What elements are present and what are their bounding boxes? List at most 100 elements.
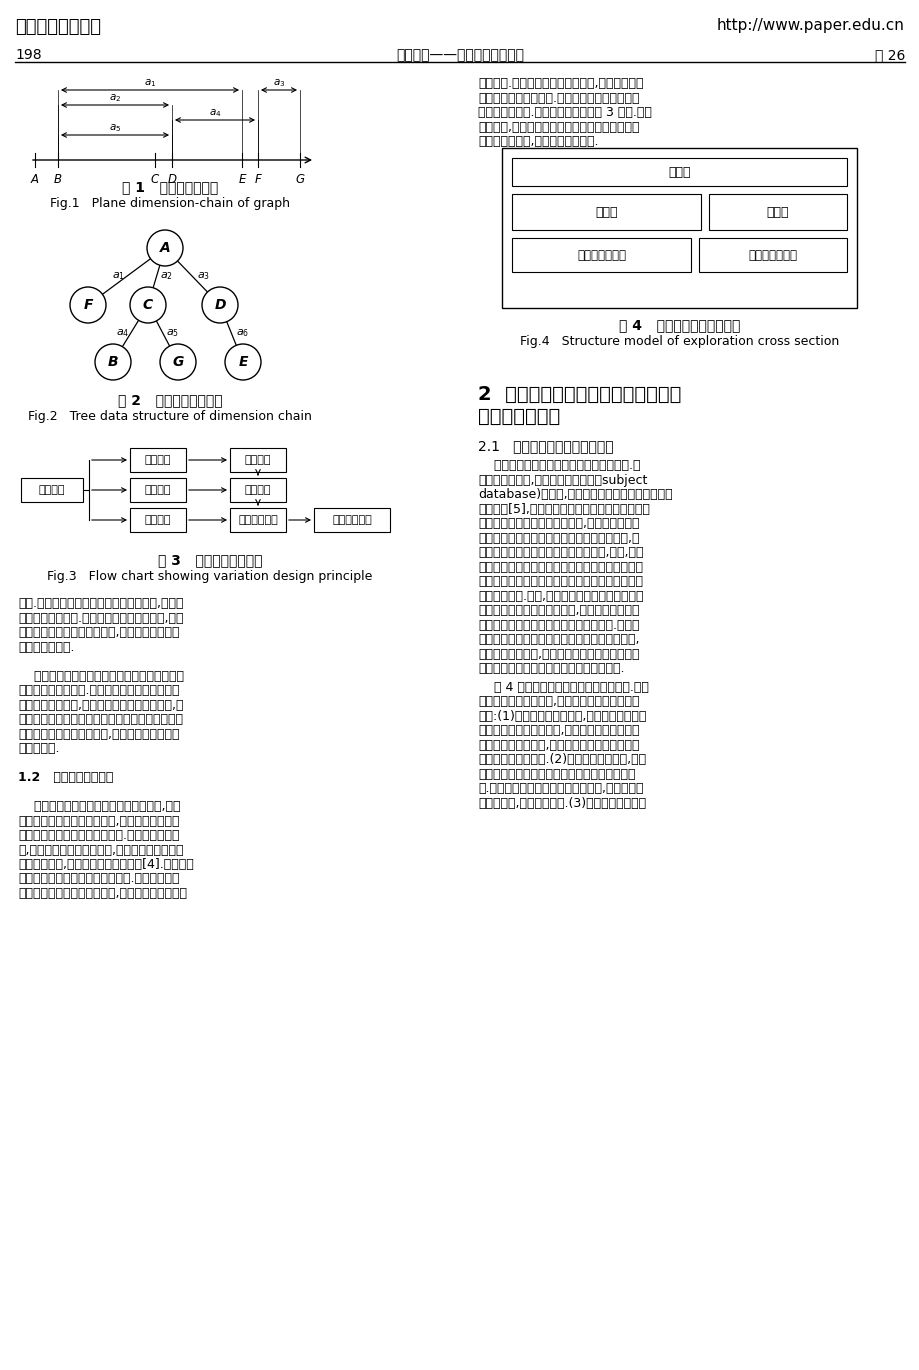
Text: 工程约束: 工程约束 bbox=[244, 455, 271, 464]
Text: 的所有结点都作出相应的改变,从而自动完成整个: 的所有结点都作出相应的改变,从而自动完成整个 bbox=[18, 626, 179, 638]
Text: 图名区: 图名区 bbox=[667, 166, 690, 178]
Text: 几何元素: 几何元素 bbox=[144, 455, 171, 464]
Text: 或相对位置关系.变量设计的原理如图 3 所示.从理: 或相对位置关系.变量设计的原理如图 3 所示.从理 bbox=[478, 105, 652, 119]
Text: 式都有所差别.因此,对图件编绘系统在全局图件模: 式都有所差别.因此,对图件编绘系统在全局图件模 bbox=[478, 589, 642, 603]
Bar bbox=[512, 238, 690, 273]
Text: $a_3$: $a_3$ bbox=[273, 77, 285, 89]
Text: A: A bbox=[31, 173, 39, 186]
Text: F: F bbox=[255, 173, 261, 186]
Text: E: E bbox=[238, 355, 247, 369]
Bar bbox=[698, 238, 846, 273]
Text: 论角度看,变量设计系统比尺寸驱动系统或传统的: 论角度看,变量设计系统比尺寸驱动系统或传统的 bbox=[478, 121, 639, 133]
Text: $a_4$: $a_4$ bbox=[117, 327, 130, 340]
Text: 地球科学——中国地质大学学报: 地球科学——中国地质大学学报 bbox=[395, 48, 524, 62]
Bar bbox=[230, 478, 286, 501]
Text: 法的两个重要概念是约束和自由度.约束是对几何: 法的两个重要概念是约束和自由度.约束是对几何 bbox=[18, 873, 179, 885]
Text: 建模系统更灵活,更适合于概念设计.: 建模系统更灵活,更适合于概念设计. bbox=[478, 136, 598, 148]
Text: $a_2$: $a_2$ bbox=[108, 92, 121, 104]
Text: $a_5$: $a_5$ bbox=[108, 122, 121, 134]
Text: $a_1$: $a_1$ bbox=[112, 271, 125, 282]
Text: F: F bbox=[83, 299, 93, 312]
Text: 标准来规范化图件各要素的绘制,但是目前还没有: 标准来规范化图件各要素的绘制,但是目前还没有 bbox=[478, 516, 639, 530]
Text: B: B bbox=[54, 173, 62, 186]
Bar bbox=[512, 158, 846, 186]
Text: 第 26: 第 26 bbox=[874, 48, 904, 62]
Text: B: B bbox=[108, 355, 119, 369]
Text: 图 4   勘探剖面图的结构模型: 图 4 勘探剖面图的结构模型 bbox=[618, 318, 740, 332]
Text: 功能:(1)在图形的几何约束下,能保证各绘图区的: 功能:(1)在图形的几何约束下,能保证各绘图区的 bbox=[478, 710, 646, 722]
Text: 国家和部门的统一标准来约束图件格式标准化,这: 国家和部门的统一标准来约束图件格式标准化,这 bbox=[478, 532, 639, 544]
Text: D: D bbox=[167, 173, 176, 186]
Text: 图 1   图形水平尺寸链: 图 1 图形水平尺寸链 bbox=[121, 179, 218, 195]
Text: 机械制图中尺寸驱动是指通过改变图上的尺寸标注: 机械制图中尺寸驱动是指通过改变图上的尺寸标注 bbox=[18, 712, 183, 726]
Circle shape bbox=[202, 286, 238, 323]
Bar bbox=[130, 448, 186, 473]
Bar bbox=[512, 195, 700, 230]
Text: 和河南勘测设计院以及广东勘测设计院所要求的格: 和河南勘测设计院以及广东勘测设计院所要求的格 bbox=[478, 575, 642, 588]
Text: 注意需要将这里的尺寸概念同机械制图中显式: 注意需要将这里的尺寸概念同机械制图中显式 bbox=[18, 670, 184, 682]
Text: 法是为每一不同图件开发一一对应图件编绘程序,: 法是为每一不同图件开发一一对应图件编绘程序, bbox=[478, 633, 639, 647]
Text: A: A bbox=[160, 241, 170, 255]
Text: 几何形体的修改.: 几何形体的修改. bbox=[18, 641, 74, 653]
Text: D: D bbox=[214, 299, 225, 312]
Text: 区内部的要素相关关系不会影响到图区之间的关: 区内部的要素相关关系不会影响到图区之间的关 bbox=[478, 767, 635, 781]
Bar bbox=[230, 448, 286, 473]
Text: 结构.结点表示一条尺寸界线所处的坐标点,结点间: 结构.结点表示一条尺寸界线所处的坐标点,结点间 bbox=[18, 597, 183, 610]
Text: 变量几何法是一种基于约束的代数方法,它将: 变量几何法是一种基于约束的代数方法,它将 bbox=[18, 800, 180, 812]
Circle shape bbox=[95, 344, 130, 379]
Bar bbox=[130, 508, 186, 532]
Text: 终让其处于居中状态.(2)由于约束可以分级,各图: 终让其处于居中状态.(2)由于约束可以分级,各图 bbox=[478, 754, 645, 766]
Bar bbox=[502, 148, 857, 308]
Text: 这是参数化图形设计方法的主要应用之一.在: 这是参数化图形设计方法的主要应用之一.在 bbox=[478, 459, 640, 473]
Circle shape bbox=[160, 344, 196, 379]
Text: 约束网络分解: 约束网络分解 bbox=[238, 515, 278, 525]
Text: 约束管理: 约束管理 bbox=[244, 485, 271, 495]
Text: 础的钻孔柱状图在水利勘查部门中北京勘测设计院: 础的钻孔柱状图在水利勘查部门中北京勘测设计院 bbox=[478, 560, 642, 574]
Text: 意味着勘查图件的编绘模型不是唯一的,例如,最基: 意味着勘查图件的编绘模型不是唯一的,例如,最基 bbox=[478, 547, 642, 559]
Text: Fig.2   Tree data structure of dimension chain: Fig.2 Tree data structure of dimension c… bbox=[28, 410, 312, 423]
Text: 理和提取[5],同时国家和部门也制定了相应的技术: 理和提取[5],同时国家和部门也制定了相应的技术 bbox=[478, 503, 649, 515]
Text: G: G bbox=[295, 173, 304, 186]
Text: C: C bbox=[142, 299, 153, 312]
Text: Fig.4   Structure model of exploration cross section: Fig.4 Structure model of exploration cro… bbox=[519, 336, 838, 348]
Text: 图 4 所示为勘探剖面图的总体结构模型.在参: 图 4 所示为勘探剖面图的总体结构模型.在参 bbox=[478, 681, 648, 693]
Bar bbox=[709, 195, 846, 230]
Text: 2  参数化图形设计方法在图件编绘系: 2 参数化图形设计方法在图件编绘系 bbox=[478, 385, 681, 404]
Text: $a_1$: $a_1$ bbox=[143, 77, 156, 89]
Text: $a_5$: $a_5$ bbox=[165, 327, 179, 340]
Text: 制是相同的.: 制是相同的. bbox=[18, 743, 60, 755]
Circle shape bbox=[70, 286, 106, 323]
Text: database)的支撑,实现了图形原始数据的标准化管: database)的支撑,实现了图形原始数据的标准化管 bbox=[478, 488, 672, 501]
Text: 中国科技论文在线: 中国科技论文在线 bbox=[15, 18, 101, 36]
Text: 工作量大且效率低,而使用上述参数化设计方法则: 工作量大且效率低,而使用上述参数化设计方法则 bbox=[478, 648, 639, 660]
Text: 可大大提高图件模型建立的灵活性和方便性.: 可大大提高图件模型建立的灵活性和方便性. bbox=[478, 662, 624, 675]
Text: 元素大小、位置和方向的限制,分为尺寸约束和几何: 元素大小、位置和方向的限制,分为尺寸约束和几何 bbox=[18, 886, 187, 900]
Text: 的尺寸标注区别开来.我们的尺寸概念是指几何实: 的尺寸标注区别开来.我们的尺寸概念是指几何实 bbox=[18, 684, 179, 697]
Bar bbox=[21, 478, 83, 501]
Text: 型的建立上提出了更高的要求,需要针对不同部门: 型的建立上提出了更高的要求,需要针对不同部门 bbox=[478, 604, 639, 616]
Text: 主图区: 主图区 bbox=[595, 206, 617, 218]
Text: $a_4$: $a_4$ bbox=[209, 107, 221, 119]
Text: G: G bbox=[172, 355, 184, 369]
Text: 图区和图例区的上方,同时随着图幅大小的变化始: 图区和图例区的上方,同时随着图幅大小的变化始 bbox=[478, 738, 639, 752]
Text: 统中的应用途径: 统中的应用途径 bbox=[478, 407, 560, 426]
Text: 标注区或图例区: 标注区或图例区 bbox=[576, 248, 625, 262]
Bar bbox=[313, 508, 390, 532]
Text: C: C bbox=[151, 173, 159, 186]
Text: 几何模型定义成一系列特征点,并以特征点坐标为: 几何模型定义成一系列特征点,并以特征点坐标为 bbox=[18, 815, 179, 827]
Text: 相对位置关系和属性特征,如图名区可以保证在主: 相对位置关系和属性特征,如图名区可以保证在主 bbox=[478, 723, 639, 737]
Text: 附表区和图签区: 附表区和图签区 bbox=[748, 248, 797, 262]
Text: 化后的特征点,从而输出新的几何模型[4].变量几何: 化后的特征点,从而输出新的几何模型[4].变量几何 bbox=[18, 858, 194, 871]
Text: 时,利用迭代方法求解方程组,就可以求出一系列变: 时,利用迭代方法求解方程组,就可以求出一系列变 bbox=[18, 844, 183, 856]
Text: 体本身的自然属性,如圆的半径或直线的长度等,而: 体本身的自然属性,如圆的半径或直线的长度等,而 bbox=[18, 699, 183, 711]
Text: 几何约束: 几何约束 bbox=[144, 485, 171, 495]
Text: 1.2   变量几何法的原理: 1.2 变量几何法的原理 bbox=[18, 771, 113, 784]
Circle shape bbox=[130, 286, 165, 323]
Text: 征加以规范,使之符合标准.(3)约束可以修改和重: 征加以规范,使之符合标准.(3)约束可以修改和重 bbox=[478, 796, 645, 810]
Text: 资源信息系统中,虽然有主题数据库（subject: 资源信息系统中,虽然有主题数据库（subject bbox=[478, 474, 647, 486]
Text: 198: 198 bbox=[15, 48, 41, 62]
Text: 数化设计方法的作用下,可以实现以下几个方面的: 数化设计方法的作用下,可以实现以下几个方面的 bbox=[478, 695, 639, 708]
Text: $a_2$: $a_2$ bbox=[160, 271, 174, 282]
Text: Fig.1   Plane dimension-chain of graph: Fig.1 Plane dimension-chain of graph bbox=[50, 197, 289, 210]
Text: 径和相交角度进行限制.几何约束限制元素的方位: 径和相交角度进行限制.几何约束限制元素的方位 bbox=[478, 92, 639, 104]
